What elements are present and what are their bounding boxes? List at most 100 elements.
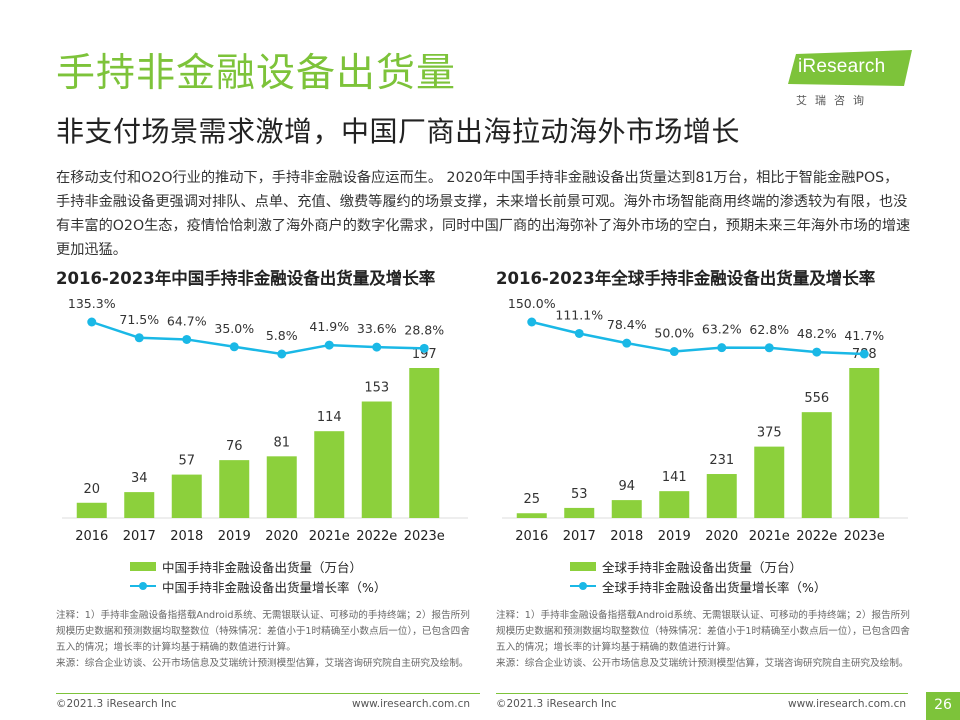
notes-left: 注释：1）手持非金融设备指搭载Android系统、无需银联认证、可移动的手持终端… xyxy=(56,608,476,672)
logo-shape xyxy=(788,50,912,86)
bar xyxy=(266,456,297,518)
x-tick-label: 2021e xyxy=(309,529,350,544)
growth-rate-label: 63.2% xyxy=(702,322,742,337)
growth-rate-point xyxy=(764,343,774,353)
growth-rate-point xyxy=(859,349,869,359)
notes-text: 注释：1）手持非金融设备指搭载Android系统、无需银联认证、可移动的手持终端… xyxy=(56,610,470,653)
x-tick-label: 2022e xyxy=(796,529,837,544)
x-tick-label: 2018 xyxy=(610,529,643,544)
bar xyxy=(124,492,155,518)
footer-website: www.iresearch.com.cn xyxy=(788,698,907,710)
legend-item-bar: 全球手持非金融设备出货量（万台） xyxy=(570,556,826,576)
bar xyxy=(801,412,832,518)
growth-rate-label: 150.0% xyxy=(508,296,556,311)
growth-rate-point xyxy=(622,338,632,348)
bar xyxy=(706,474,737,518)
global-shipment-chart: 25 2016 53 2017 94 2018 141 2019 231 2020 375 2021e… xyxy=(502,296,908,544)
growth-rate-point xyxy=(717,343,727,353)
legend-line-swatch xyxy=(570,581,596,591)
footer-divider xyxy=(496,693,908,694)
intro-paragraph: 在移动支付和O2O行业的推动下，手持非金融设备应运而生。 2020年中国手持非金… xyxy=(56,170,911,258)
growth-rate-label: 71.5% xyxy=(119,312,159,327)
notes-right: 注释：1）手持非金融设备指搭载Android系统、无需银联认证、可移动的手持终端… xyxy=(496,608,916,672)
bar-value-label: 153 xyxy=(364,381,389,396)
bar xyxy=(314,431,345,518)
chart-title-global: 2016-2023年全球手持非金融设备出货量及增长率 xyxy=(496,269,876,288)
x-tick-label: 2016 xyxy=(75,529,108,544)
page-title: 手持非金融设备出货量 xyxy=(56,51,457,96)
legend-line-swatch xyxy=(130,581,156,591)
iresearch-logo: iResearch 艾瑞咨询 xyxy=(778,46,918,107)
x-tick-label: 2017 xyxy=(563,529,596,544)
chart-title-china: 2016-2023年中国手持非金融设备出货量及增长率 xyxy=(56,269,436,288)
x-tick-label: 2023e xyxy=(404,529,445,544)
growth-rate-label: 41.7% xyxy=(844,328,884,343)
bar xyxy=(659,491,690,518)
bar-value-label: 57 xyxy=(178,454,195,469)
bar-value-label: 76 xyxy=(226,439,243,454)
bar-value-label: 141 xyxy=(662,470,687,485)
growth-rate-label: 111.1% xyxy=(555,307,603,322)
bar-value-label: 81 xyxy=(273,435,290,450)
notes-text: 注释：1）手持非金融设备指搭载Android系统、无需银联认证、可移动的手持终端… xyxy=(496,610,910,653)
x-tick-label: 2021e xyxy=(749,529,790,544)
legend-china: 中国手持非金融设备出货量（万台） 中国手持非金融设备出货量增长率（%） xyxy=(130,556,386,596)
legend-label: 中国手持非金融设备出货量增长率（%） xyxy=(162,579,387,595)
bar xyxy=(171,474,202,518)
bar xyxy=(754,446,785,518)
legend-label: 全球手持非金融设备出货量（万台） xyxy=(602,559,803,575)
page-subtitle: 非支付场景需求激增，中国厂商出海拉动海外市场增长 xyxy=(56,115,741,148)
growth-rate-label: 33.6% xyxy=(357,321,397,336)
x-tick-label: 2022e xyxy=(356,529,397,544)
source-text: 来源：综合企业访谈、公开市场信息及艾瑞统计预测模型估算，艾瑞咨询研究院自主研究及… xyxy=(56,658,469,669)
bar xyxy=(849,368,880,518)
x-tick-label: 2020 xyxy=(265,529,298,544)
bar-value-label: 94 xyxy=(618,479,635,494)
growth-rate-point xyxy=(134,333,144,343)
bar-value-label: 375 xyxy=(757,426,782,441)
logo-subtitle: 艾瑞咨询 xyxy=(796,94,872,107)
legend-bar-swatch xyxy=(570,561,596,571)
x-tick-label: 2019 xyxy=(218,529,251,544)
growth-rate-line xyxy=(531,320,865,356)
bar-value-label: 197 xyxy=(412,347,437,362)
growth-rate-label: 64.7% xyxy=(167,313,207,328)
growth-rate-label: 78.4% xyxy=(607,317,647,332)
growth-rate-point xyxy=(277,349,287,359)
logo-text: iResearch xyxy=(798,56,886,77)
growth-rate-label: 135.3% xyxy=(68,296,116,311)
growth-rate-label: 41.9% xyxy=(309,319,349,334)
growth-rate-point xyxy=(229,342,239,352)
bar xyxy=(76,502,107,518)
x-tick-label: 2017 xyxy=(123,529,156,544)
growth-rate-point xyxy=(669,347,679,357)
legend-label: 中国手持非金融设备出货量（万台） xyxy=(162,559,363,575)
growth-rate-point xyxy=(324,340,334,350)
growth-rate-point xyxy=(527,317,537,327)
legend-item-bar: 中国手持非金融设备出货量（万台） xyxy=(130,556,386,576)
source-text: 来源：综合企业访谈、公开市场信息及艾瑞统计预测模型估算，艾瑞咨询研究院自主研究及… xyxy=(496,658,909,669)
bar xyxy=(564,507,595,518)
bar-value-label: 25 xyxy=(523,492,540,507)
growth-rate-point xyxy=(574,328,584,338)
growth-rate-label: 62.8% xyxy=(749,322,789,337)
growth-rate-point xyxy=(182,334,192,344)
legend-global: 全球手持非金融设备出货量（万台） 全球手持非金融设备出货量增长率（%） xyxy=(570,556,826,596)
legend-item-line: 全球手持非金融设备出货量增长率（%） xyxy=(570,576,826,596)
bar-value-label: 34 xyxy=(131,471,148,486)
footer-divider xyxy=(56,693,480,694)
footer-copyright: ©2021.3 iResearch Inc xyxy=(56,698,177,710)
growth-rate-point xyxy=(372,342,382,352)
x-tick-label: 2020 xyxy=(705,529,738,544)
growth-rate-point xyxy=(87,317,97,327)
growth-rate-label: 28.8% xyxy=(404,322,444,337)
bar xyxy=(611,500,642,518)
footer-website: www.iresearch.com.cn xyxy=(352,698,471,710)
legend-item-line: 中国手持非金融设备出货量增长率（%） xyxy=(130,576,386,596)
growth-rate-label: 5.8% xyxy=(266,328,298,343)
x-tick-label: 2019 xyxy=(658,529,691,544)
legend-bar-swatch xyxy=(130,561,156,571)
bar-value-label: 231 xyxy=(709,453,734,468)
legend-label: 全球手持非金融设备出货量增长率（%） xyxy=(602,579,827,595)
x-tick-label: 2016 xyxy=(515,529,548,544)
